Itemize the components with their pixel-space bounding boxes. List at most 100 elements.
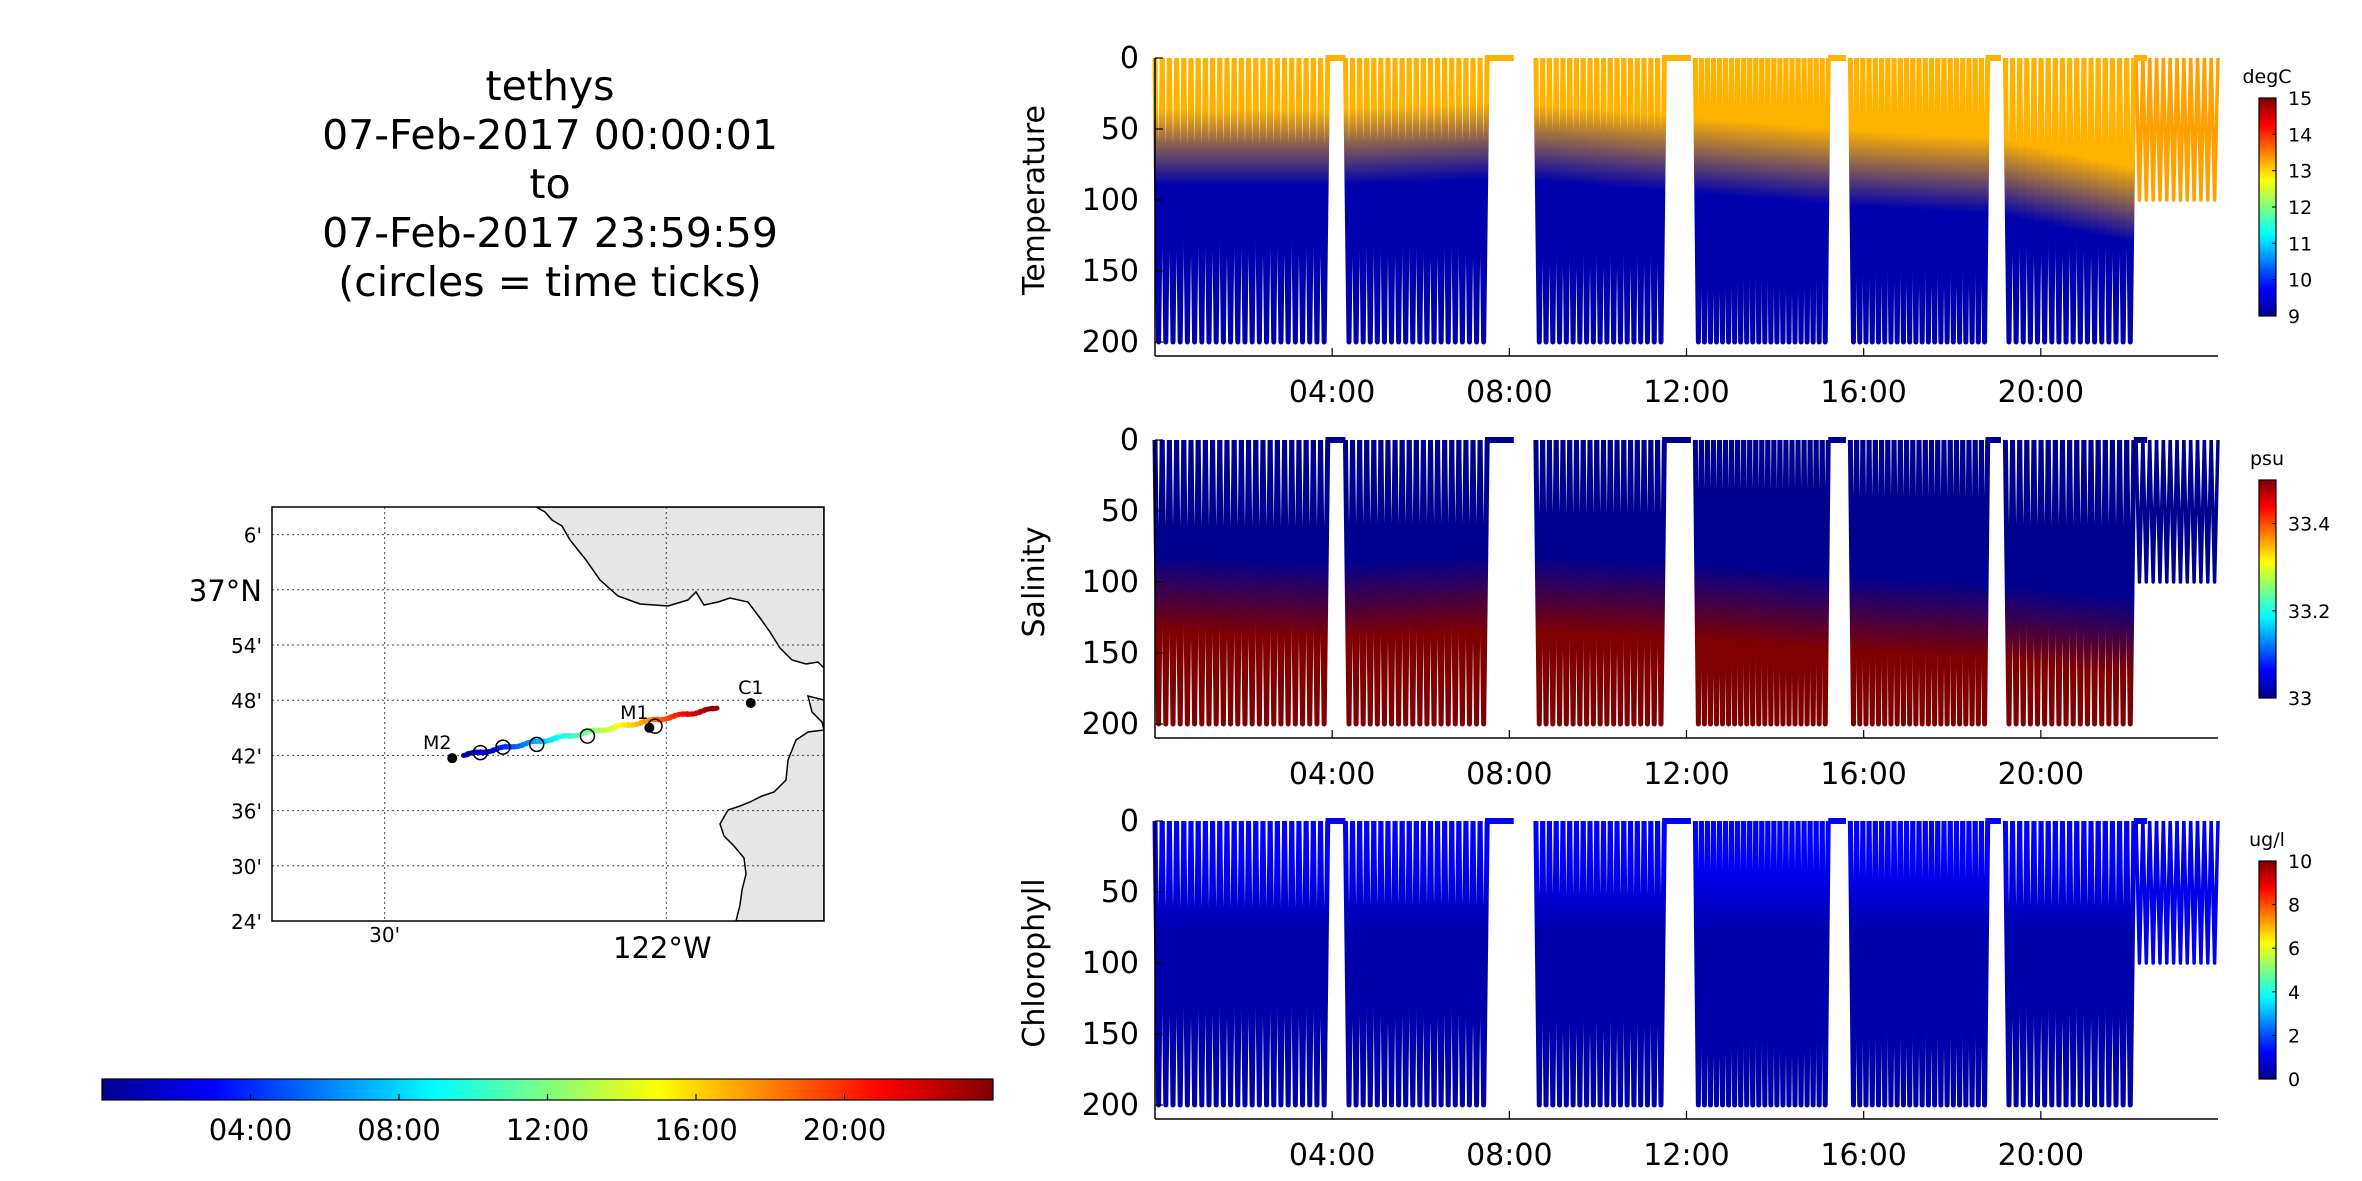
y-tick-label: 100 <box>1082 946 1139 981</box>
time-tick-circle <box>528 736 545 753</box>
map-lon-labels: 30' 122°W <box>369 923 711 965</box>
profile-trace <box>2195 439 2207 584</box>
map-lat-tick-label: 42' <box>231 744 262 768</box>
vehicle-track <box>461 705 720 758</box>
profile-trace <box>2134 820 2145 965</box>
profile-trace <box>2202 57 2213 202</box>
map-lat-tick-label: 6' <box>244 524 262 548</box>
x-tick-label: 12:00 <box>1643 1138 1729 1173</box>
time-tick-circle <box>472 744 489 761</box>
colorbar-tick-label: 12 <box>2288 197 2312 219</box>
profile-trace <box>2175 439 2186 584</box>
y-tick-label: 50 <box>1101 112 1139 147</box>
y-tick-label: 150 <box>1082 636 1139 671</box>
colorbar-tick-label: 10 <box>2288 851 2312 873</box>
profile-trace <box>2141 57 2152 202</box>
station-marker <box>447 753 458 764</box>
profile-trace <box>2134 57 2145 202</box>
time-ticks-note: (circles = time ticks) <box>338 258 762 306</box>
profile-traces <box>1152 818 2220 1108</box>
y-tick-label: 150 <box>1082 254 1139 289</box>
x-tick-label: 04:00 <box>1289 1138 1375 1173</box>
map-lat-tick-label: 24' <box>231 910 262 934</box>
end-time: 07-Feb-2017 23:59:59 <box>322 209 778 257</box>
colorbar-tick-label: 2 <box>2288 1025 2300 1047</box>
time-tick-circle <box>495 739 511 755</box>
time-colorbar-tick-label: 08:00 <box>357 1113 441 1147</box>
colorbar-tick-label: 13 <box>2288 161 2312 183</box>
colorbar-unit-label: psu <box>2250 448 2284 470</box>
y-axis-label: Salinity <box>1017 527 1052 638</box>
track-segment <box>710 705 720 712</box>
profile-trace <box>2209 439 2220 584</box>
profile-trace <box>2188 820 2200 965</box>
x-tick-label: 12:00 <box>1643 757 1729 792</box>
colorbar-tick-label: 33.2 <box>2288 601 2330 623</box>
x-tick-label: 12:00 <box>1643 375 1729 410</box>
profile-trace <box>1318 439 1331 727</box>
profile-trace <box>2124 439 2137 727</box>
profile-traces <box>1152 437 2220 727</box>
colorbar <box>2258 860 2277 1080</box>
profile-trace <box>1978 820 1991 1108</box>
y-tick-label: 100 <box>1082 565 1139 600</box>
profile-trace <box>2154 57 2166 202</box>
title-block: tethys 07-Feb-2017 00:00:01 to 07-Feb-20… <box>235 62 865 307</box>
profile-trace <box>2195 57 2207 202</box>
profile-trace <box>2209 57 2220 202</box>
map-lat-tick-label: 30' <box>231 855 262 879</box>
time-tick-circles <box>472 718 663 761</box>
colorbar-unit-label: ug/l <box>2249 829 2285 851</box>
colorbar-tick-label: 11 <box>2288 233 2312 255</box>
x-tick-label: 20:00 <box>1998 375 2084 410</box>
map-lon-tick-label: 30' <box>369 923 400 947</box>
profile-trace <box>1819 439 1831 727</box>
panel-salinity: 0 50 100 150 200 04:00 08:00 12:00 16:00 20:00 Sal… <box>1017 423 2330 792</box>
y-tick-label: 50 <box>1101 494 1139 529</box>
profile-trace <box>2175 820 2186 965</box>
y-tick-label: 200 <box>1082 1088 1139 1123</box>
profile-trace <box>1477 439 1490 727</box>
map-panel: 6' 37°N 54' 48' 42' 36' 30' 24' 30' 122°W M2 M1 C1 <box>189 506 825 965</box>
y-axis-label: Temperature <box>1017 105 1052 296</box>
colorbar-tick-label: 15 <box>2288 88 2312 110</box>
y-tick-label: 200 <box>1082 707 1139 742</box>
x-tick-label: 08:00 <box>1466 1138 1552 1173</box>
map-lat-labels: 6' 37°N 54' 48' 42' 36' 30' 24' <box>189 524 262 934</box>
profile-trace <box>1318 57 1331 345</box>
time-colorbar-tick-label: 12:00 <box>506 1113 590 1147</box>
profile-trace <box>1655 57 1667 345</box>
colorbar-tick-label: 6 <box>2288 938 2300 960</box>
profile-trace <box>2141 820 2152 965</box>
colorbar-tick-label: 10 <box>2288 270 2312 292</box>
y-tick-label: 0 <box>1120 41 1139 76</box>
profile-trace <box>2209 820 2220 965</box>
profile-trace <box>1655 439 1667 727</box>
profile-trace <box>2182 439 2193 584</box>
land-mass <box>534 507 824 921</box>
map-lat-tick-label: 37°N <box>189 574 262 608</box>
platform-name: tethys <box>485 62 615 110</box>
map-lat-tick-label: 54' <box>231 634 262 658</box>
profile-trace <box>2124 57 2137 345</box>
colorbar-tick-label: 0 <box>2288 1069 2300 1091</box>
profile-trace <box>2141 439 2152 584</box>
profile-trace <box>2168 57 2179 202</box>
time-colorbar-tick-label: 04:00 <box>209 1113 293 1147</box>
profile-trace <box>2147 820 2159 965</box>
profile-trace <box>1477 57 1490 345</box>
profile-trace <box>2147 57 2159 202</box>
map-lon-tick-label: 122°W <box>613 931 712 965</box>
profile-trace <box>2124 820 2137 1108</box>
profile-trace <box>2161 820 2172 965</box>
y-tick-label: 0 <box>1120 804 1139 839</box>
x-tick-label: 08:00 <box>1466 375 1552 410</box>
profile-trace <box>2188 57 2200 202</box>
time-colorbar-tick-label: 16:00 <box>654 1113 738 1147</box>
start-time: 07-Feb-2017 00:00:01 <box>322 111 778 159</box>
y-tick-label: 200 <box>1082 325 1139 360</box>
colorbar-tick-label: 4 <box>2288 982 2300 1004</box>
profile-trace <box>1318 820 1331 1108</box>
colorbar-tick-label: 8 <box>2288 895 2300 917</box>
profile-trace <box>1978 57 1991 345</box>
